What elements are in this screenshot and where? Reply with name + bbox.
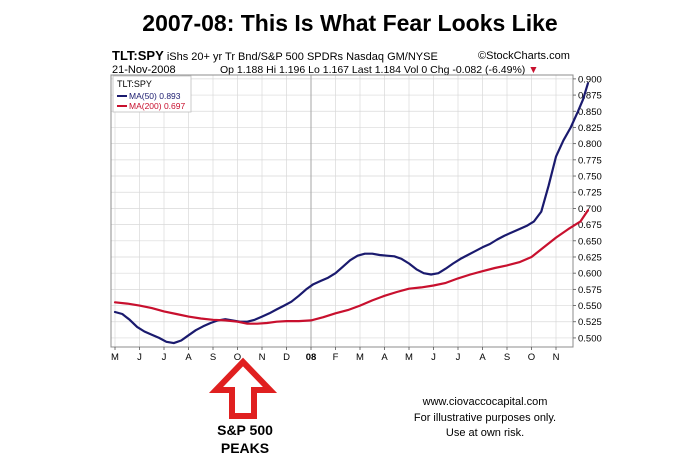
x-tick-label: D [283,352,290,363]
x-tick-label: A [479,352,486,363]
footer-disclaimer-1: For illustrative purposes only. [413,412,557,424]
x-tick-label: J [162,352,167,363]
x-tick-label: M [111,352,119,363]
ohlc-values: Op 1.188 Hi 1.196 Lo 1.167 Last 1.184 Vo… [220,64,526,76]
plot-frame [110,74,574,348]
source-label: ©StockCharts.com [478,50,570,62]
up-arrow-icon [208,357,278,419]
symbol-label: TLT:SPY [112,48,164,63]
legend-ma50-label: MA(50) 0.893 [129,91,181,101]
footer-disclaimer-2: Use at own risk. [445,427,525,439]
x-tick-label: F [333,352,339,363]
x-tick-label: N [259,352,266,363]
annotation-line1: S&P 500 [217,422,273,438]
x-tick-label: J [137,352,142,363]
x-tick-label: O [528,352,535,363]
y-tick-label: 0.575 [578,285,602,296]
x-axis-ticks: M J J A S O N D 08 F M A M J J A S O N [111,347,560,363]
y-tick-label: 0.750 [578,172,602,183]
legend-ma200-label: MA(200) 0.697 [129,101,185,111]
x-tick-label: S [504,352,510,363]
chart-header-row1: TLT:SPY iShs 20+ yr Tr Bnd/S&P 500 SPDRs… [112,48,438,63]
x-tick-label: A [381,352,388,363]
page-title: 2007-08: This Is What Fear Looks Like [142,10,558,36]
y-tick-label: 0.725 [578,188,602,199]
ohlc-readout: Op 1.188 Hi 1.196 Lo 1.167 Last 1.184 Vo… [220,64,539,76]
x-tick-label: N [553,352,560,363]
ma50-line [113,82,589,345]
y-tick-label: 0.825 [578,123,602,134]
x-tick-label: O [234,352,241,363]
exchange-label: Nasdaq GM/NYSE [346,51,438,63]
footer-url: www.ciovaccocapital.com [422,396,548,408]
y-tick-label: 0.500 [578,333,602,344]
y-tick-label: 0.775 [578,155,602,166]
y-tick-label: 0.700 [578,204,602,215]
x-tick-label: J [431,352,436,363]
x-tick-label: M [356,352,364,363]
y-tick-label: 0.525 [578,317,602,328]
series-lines [113,82,589,345]
y-tick-label: 0.650 [578,236,602,247]
symbol-description: iShs 20+ yr Tr Bnd/S&P 500 SPDRs [166,51,344,63]
legend-box: TLT:SPY MA(50) 0.893 MA(200) 0.697 [112,75,192,113]
x-tick-label: J [456,352,461,363]
date-label: 21-Nov-2008 [112,64,176,76]
x-tick-label: S [210,352,216,363]
annotation-line2: PEAKS [220,440,270,456]
x-tick-label: 08 [306,352,317,363]
down-triangle-icon: ▼ [528,64,539,76]
y-tick-label: 0.850 [578,107,602,118]
y-axis-ticks: 0.900 0.875 0.850 0.825 0.800 0.775 0.750 0.725… [573,74,602,344]
y-tick-label: 0.875 [578,91,602,102]
y-tick-label: 0.675 [578,220,602,231]
x-tick-label: A [185,352,192,363]
y-tick-label: 0.600 [578,269,602,280]
legend-symbol: TLT:SPY [117,79,152,89]
y-tick-label: 0.625 [578,252,602,263]
ma200-line [113,209,589,325]
x-tick-label: M [405,352,413,363]
y-tick-label: 0.900 [578,74,602,85]
y-tick-label: 0.550 [578,301,602,312]
y-tick-label: 0.800 [578,139,602,150]
